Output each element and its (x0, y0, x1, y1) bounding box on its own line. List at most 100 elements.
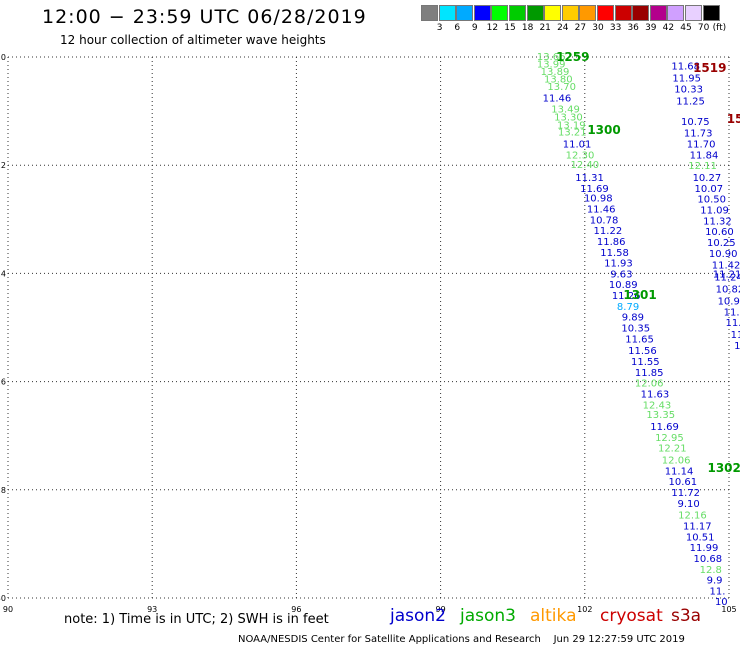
color-scale-label: 9 (471, 23, 478, 33)
swh-value: 11.17 (683, 522, 712, 533)
swh-value: 11.73 (684, 129, 713, 140)
swh-value: 12.06 (662, 456, 691, 467)
color-scale-label: 39 (645, 23, 657, 33)
footer-credit: NOAA/NESDIS Center for Satellite Applica… (238, 634, 685, 645)
swh-value: 9.9 (707, 576, 723, 587)
color-swatch (614, 5, 632, 21)
swh-value: 13.99 (537, 59, 566, 70)
map-tick-labels: 90 93 96 99 102 105 -20 -22 -24 -26 -28 -30 (0, 53, 737, 614)
swh-value: 11.22 (594, 226, 623, 237)
color-scale-label: 21 (539, 23, 551, 33)
swh-value: 13.70 (547, 82, 576, 93)
swh-value: 10.61 (669, 477, 698, 488)
swh-value: 11.86 (597, 237, 626, 248)
color-scale-label: 18 (521, 23, 534, 33)
swh-value: 10.35 (621, 324, 650, 335)
map-grid (7, 56, 730, 599)
swh-value: 11.68 (671, 62, 700, 73)
swh-value: 11.46 (543, 94, 572, 105)
swh-value: 12.21 (658, 444, 687, 455)
color-swatch (473, 5, 491, 21)
swh-value: 9.63 (610, 269, 632, 280)
lon-tick-label: 93 (147, 605, 157, 614)
swh-value: 10.07 (694, 184, 723, 195)
swh-value: 13.49 (551, 104, 580, 115)
swh-value: 12.43 (643, 400, 672, 411)
lon-tick-label: 105 (721, 605, 736, 614)
swh-value: 11.93 (604, 259, 633, 270)
pass-time-label: 1519 (693, 61, 726, 75)
color-scale-label: 42 (662, 23, 675, 33)
color-scale-label: 12 (486, 23, 499, 33)
swh-value: 11.24 (714, 273, 740, 284)
color-scale-label: 33 (609, 23, 622, 33)
swh-value: 11.69 (580, 184, 609, 195)
legend-item-cryosat: cryosat (600, 606, 663, 626)
swh-value: 11.09 (700, 206, 729, 217)
swh-value: 10.78 (590, 215, 619, 226)
color-swatch (509, 5, 526, 21)
swh-value: 13.80 (544, 75, 573, 86)
legend-item-s3a: s3a (671, 606, 702, 626)
swh-value: 10.27 (693, 173, 722, 184)
swh-value: 10.89 (609, 280, 638, 291)
swh-value: 11.99 (690, 543, 719, 554)
swh-value: 11.95 (672, 74, 701, 85)
swh-value: 11.21 (713, 269, 740, 280)
swh-value: 11.58 (600, 248, 629, 259)
color-swatch (685, 5, 702, 21)
lon-tick-label: 99 (436, 605, 446, 614)
note-text: note: 1) Time is in UTC; 2) SWH is in fe… (64, 612, 329, 627)
page-subtitle: 12 hour collection of altimeter wave hei… (60, 33, 326, 47)
color-swatch (456, 5, 474, 21)
color-swatch (544, 5, 562, 21)
swh-value: 13.35 (646, 410, 675, 421)
color-scale-label: 3 (436, 23, 443, 33)
swh-value: 13.19 (557, 121, 586, 132)
swh-value: 12.30 (566, 150, 595, 161)
swh-value: 11.14 (665, 466, 694, 477)
swh-value: 11.25 (676, 96, 705, 107)
swh-value: 10.90 (709, 249, 738, 260)
color-scale-unit: (ft) (712, 23, 727, 33)
swh-value: 11.63 (641, 390, 670, 401)
color-swatch (561, 5, 579, 21)
color-scale-label: 36 (627, 23, 639, 33)
swh-value: 12.16 (678, 511, 707, 522)
color-swatch (438, 5, 456, 21)
swh-value: 12.40 (570, 160, 599, 171)
lon-tick-label: 102 (577, 605, 592, 614)
swh-value: 11.55 (631, 357, 660, 368)
swh-value: 10 (734, 341, 740, 352)
swh-value: 13.89 (541, 67, 570, 78)
color-swatch (702, 5, 720, 21)
swh-value: 11.7 (724, 307, 740, 318)
swh-value: 11.70 (687, 140, 716, 151)
swh-value: 11.85 (635, 368, 664, 379)
legend-item-jason3: jason3 (460, 606, 516, 626)
color-swatch (491, 5, 509, 21)
swh-value: 11.26 (612, 291, 641, 302)
swh-value: 12.11 (688, 161, 717, 172)
lon-tick-label: 90 (3, 605, 13, 614)
swh-value: 11.32 (703, 216, 732, 227)
pass-time-label: 1300 (587, 123, 620, 137)
swh-value: 10.60 (705, 227, 734, 238)
swh-value: 11.72 (671, 488, 700, 499)
swh-value: 10.68 (694, 554, 723, 565)
color-scale-label: 27 (574, 23, 587, 33)
swh-value: 13.66 (537, 52, 566, 63)
color-swatch (579, 5, 597, 21)
lat-tick-label: -30 (0, 594, 6, 603)
swh-value: 8.79 (617, 302, 639, 313)
swh-value: 10.75 (681, 117, 710, 128)
pass-time-label: 1259 (556, 50, 589, 64)
lat-tick-label: -24 (0, 269, 6, 278)
lat-tick-label: -28 (0, 486, 6, 495)
lon-tick-label: 96 (291, 605, 301, 614)
swh-value: 10.51 (686, 532, 715, 543)
color-scale-label: 70 (697, 23, 710, 33)
swh-value: 10.33 (674, 84, 703, 95)
swh-value: 9.10 (677, 499, 699, 510)
